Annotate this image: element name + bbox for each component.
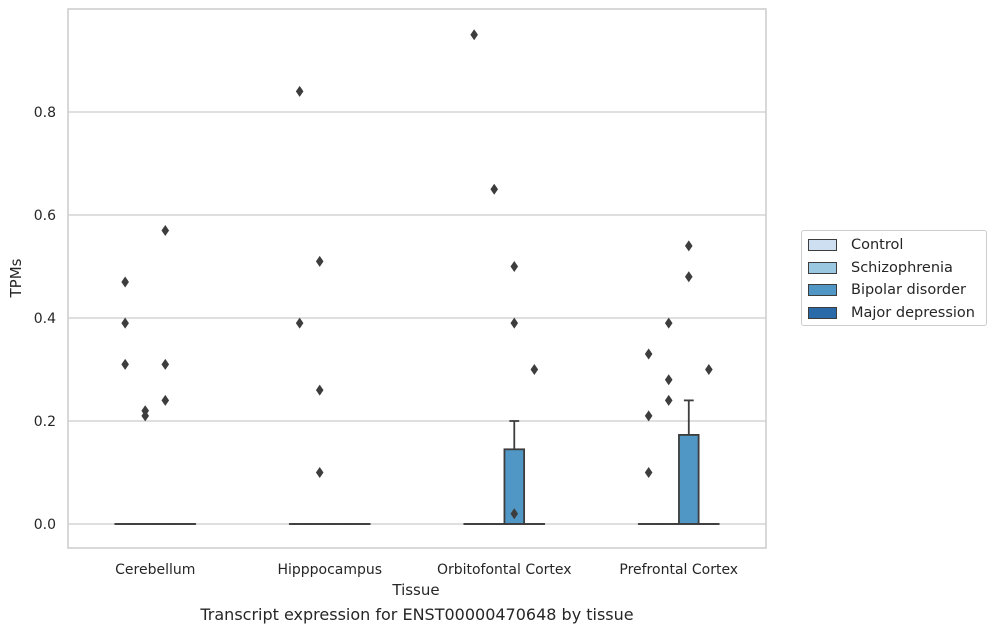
outlier-point (121, 276, 129, 288)
x-tick-label: Cerebellum (115, 562, 195, 578)
legend-label-schizophrenia: Schizophrenia (851, 259, 953, 276)
legend-item-control: Control (808, 235, 903, 255)
legend-label-bipolar-disorder: Bipolar disorder (851, 282, 966, 298)
outlier-point (121, 358, 129, 370)
y-tick-label: 0.6 (34, 208, 56, 224)
y-tick-label: 0.2 (34, 414, 56, 430)
outlier-point (510, 261, 519, 272)
x-tick-label: Hipppocampus (277, 562, 382, 578)
outlier-point (510, 317, 519, 329)
x-axis-title: Tissue (391, 581, 439, 599)
outlier-point (470, 29, 478, 41)
outlier-point (141, 410, 150, 422)
outlier-point (644, 467, 653, 478)
x-tick-label: Prefrontal Cortex (619, 562, 738, 578)
gridlines (68, 111, 766, 525)
outlier-point (664, 374, 673, 386)
x-axis-ticks: Cerebellum Hipppocampus Orbitofontal Corte… (115, 562, 738, 578)
legend-item-schizophrenia: Schizophrenia (808, 258, 953, 278)
legend-swatch-schizophrenia (808, 261, 837, 274)
outlier-point (161, 394, 170, 406)
outlier-point (161, 224, 170, 236)
outlier-point (644, 410, 653, 422)
outlier-point (295, 85, 304, 97)
legend-label-major-depression: Major depression (851, 304, 975, 321)
outlier-point (664, 394, 673, 406)
outlier-point (644, 348, 653, 360)
outlier-point (684, 271, 693, 283)
outlier-point (161, 358, 170, 370)
outlier-point (664, 317, 673, 329)
y-tick-label: 0.4 (34, 311, 56, 327)
legend-item-major-depression: Major depression (808, 303, 975, 323)
outlier-point (490, 183, 499, 195)
outlier-point (315, 467, 324, 478)
outlier-point (510, 508, 519, 520)
boxes (114, 29, 720, 525)
x-tick-label: Orbitofontal Cortex (437, 562, 572, 578)
outlier-point (705, 364, 713, 375)
y-axis-title: TPMs (7, 258, 25, 298)
plot-area-frame (67, 8, 767, 549)
y-tick-label: 0.8 (34, 105, 56, 121)
outlier-point (315, 255, 324, 267)
outlier-point (530, 364, 539, 375)
legend-label-control: Control (851, 237, 904, 253)
legend-item-bipolar-disorder: Bipolar disorder (808, 280, 966, 300)
outlier-point (295, 317, 304, 329)
box (678, 434, 700, 525)
chart-caption: Transcript expression for ENST0000047064… (200, 605, 634, 624)
legend: Control Schizophrenia Bipolar disorder M… (801, 230, 987, 326)
outlier-point (121, 317, 129, 329)
legend-swatch-bipolar-disorder (808, 284, 837, 296)
y-tick-label: 0.0 (34, 517, 56, 533)
legend-swatch-major-depression (808, 306, 837, 319)
y-axis-ticks: 0.0 0.2 0.4 0.6 0.8 (34, 105, 56, 533)
outlier-point (315, 384, 324, 396)
outlier-point (684, 240, 693, 252)
legend-swatch-control (808, 239, 837, 251)
